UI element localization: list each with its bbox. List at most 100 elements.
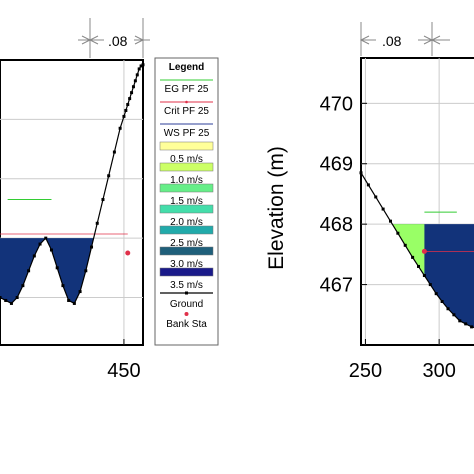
right-ground-point [366, 183, 370, 187]
legend-item-ground: Ground [160, 291, 213, 310]
right-cross-section-plot: Elevation (m) 467 468 469 470 250 300 .08 [265, 22, 474, 382]
left-ground-point [67, 298, 71, 302]
left-ground-point [84, 269, 88, 273]
left-ground-point [137, 67, 141, 71]
left-ground-point [133, 79, 137, 83]
legend-box [154, 57, 219, 346]
legend-item-3-0-m-s: 3.0 m/s [159, 246, 214, 270]
left-ground-point [55, 266, 59, 270]
right-x-tick-label: 300 [422, 360, 455, 382]
legend-item-bank-sta: Bank Sta [166, 312, 207, 330]
legend-swatch [159, 162, 214, 172]
legend-label: 0.5 m/s [170, 154, 203, 165]
left-ground-point [61, 284, 65, 288]
right-ground-point [388, 219, 392, 223]
right-ground-point [452, 313, 456, 317]
legend-item-eg-pf-25: EG PF 25 [160, 79, 213, 95]
right-ground-point [422, 274, 426, 278]
legend-swatch [159, 267, 214, 277]
right-bank-stations [421, 248, 427, 254]
right-y-axis-title: Elevation (m) [265, 146, 288, 270]
left-dimension-marker: .08 [78, 18, 150, 58]
right-dimension-label: .08 [382, 33, 402, 49]
right-y-tick-label: 470 [320, 93, 353, 115]
legend-item-crit-pf-25: Crit PF 25 [160, 100, 213, 117]
left-bank-station [125, 250, 131, 256]
legend-title: Legend [169, 62, 205, 73]
legend-label: WS PF 25 [164, 128, 210, 139]
left-ground-points [0, 63, 145, 305]
right-bank-station [421, 248, 427, 254]
left-bank-stations [125, 250, 131, 256]
left-ground-point [128, 97, 132, 101]
left-ground-point [101, 198, 105, 202]
left-ground-point [118, 126, 122, 130]
left-ground-point [139, 64, 143, 68]
right-ground-point [470, 325, 474, 329]
left-x-tick-label: 450 [107, 360, 140, 382]
left-ground-point [141, 63, 145, 67]
right-ground-point [464, 322, 468, 326]
legend-item-3-5-m-s: 3.5 m/s [159, 267, 214, 291]
left-ground-point [95, 221, 99, 225]
legend-item-2-0-m-s: 2.0 m/s [159, 204, 214, 228]
legend-item-1-5-m-s: 1.5 m/s [159, 183, 214, 207]
legend-swatch-dot [185, 100, 188, 104]
right-ground-point [428, 283, 432, 287]
legend-swatch [159, 183, 214, 193]
left-ground-point [32, 254, 36, 258]
left-ground-point [15, 296, 19, 299]
legend-label: 2.0 m/s [170, 217, 203, 228]
legend-swatch [159, 204, 214, 214]
legend-label: 3.0 m/s [170, 259, 203, 270]
legend-item-1-0-m-s: 1.0 m/s [159, 162, 214, 186]
left-ground-point [44, 236, 48, 240]
left-ground-point [131, 85, 135, 89]
left-ground-point [21, 284, 25, 288]
legend-item-2-5-m-s: 2.5 m/s [159, 225, 214, 249]
left-ground-point [107, 174, 111, 178]
left-ground-point [49, 248, 53, 252]
right-ground-point [446, 307, 450, 311]
right-ground-point [403, 243, 407, 247]
right-ground-point [396, 231, 400, 235]
left-ground-point [72, 301, 76, 305]
right-y-ticks: 467 468 469 470 [320, 93, 367, 297]
left-dimension-label: .08 [108, 33, 128, 49]
left-ground-point [124, 108, 128, 112]
legend-label: Crit PF 25 [164, 106, 209, 117]
right-ground-point [374, 195, 378, 199]
legend-swatch [159, 225, 214, 235]
legend-label: 1.5 m/s [170, 196, 203, 207]
right-y-tick-label: 469 [320, 154, 353, 176]
right-ground-point [359, 171, 363, 175]
left-ground-point [27, 269, 31, 273]
right-ground-point [434, 292, 438, 296]
legend-swatch [159, 141, 214, 151]
right-x-ticks: 250 300 [349, 339, 456, 382]
legend: Legend EG PF 25 Crit PF 25 WS PF 25 0.5 m/s… [154, 57, 219, 346]
right-ground-points [359, 171, 474, 329]
left-ground-point [135, 73, 139, 77]
legend-swatch [159, 246, 214, 256]
legend-item-0-5-m-s: 0.5 m/s [159, 141, 214, 165]
left-cross-section-plot: 450 .08 [0, 18, 150, 382]
left-ground-point [122, 114, 126, 118]
left-ground-point [38, 242, 42, 246]
right-ground-point [411, 255, 415, 259]
right-ground-point [440, 299, 444, 303]
left-ground-point [126, 103, 130, 107]
right-dimension-marker: .08 [359, 22, 450, 56]
right-x-tick-label: 250 [349, 360, 382, 382]
left-ground-point [90, 245, 94, 249]
legend-label: Bank Sta [166, 319, 207, 330]
left-x-ticks: 450 [107, 339, 141, 382]
legend-item-ws-pf-25: WS PF 25 [160, 123, 213, 139]
legend-label: 2.5 m/s [170, 238, 203, 249]
left-ground-point [78, 290, 82, 294]
right-y-tick-label: 468 [320, 214, 353, 236]
left-ground-point [112, 150, 116, 154]
legend-swatch-point [185, 291, 188, 295]
left-water-area [0, 238, 94, 304]
